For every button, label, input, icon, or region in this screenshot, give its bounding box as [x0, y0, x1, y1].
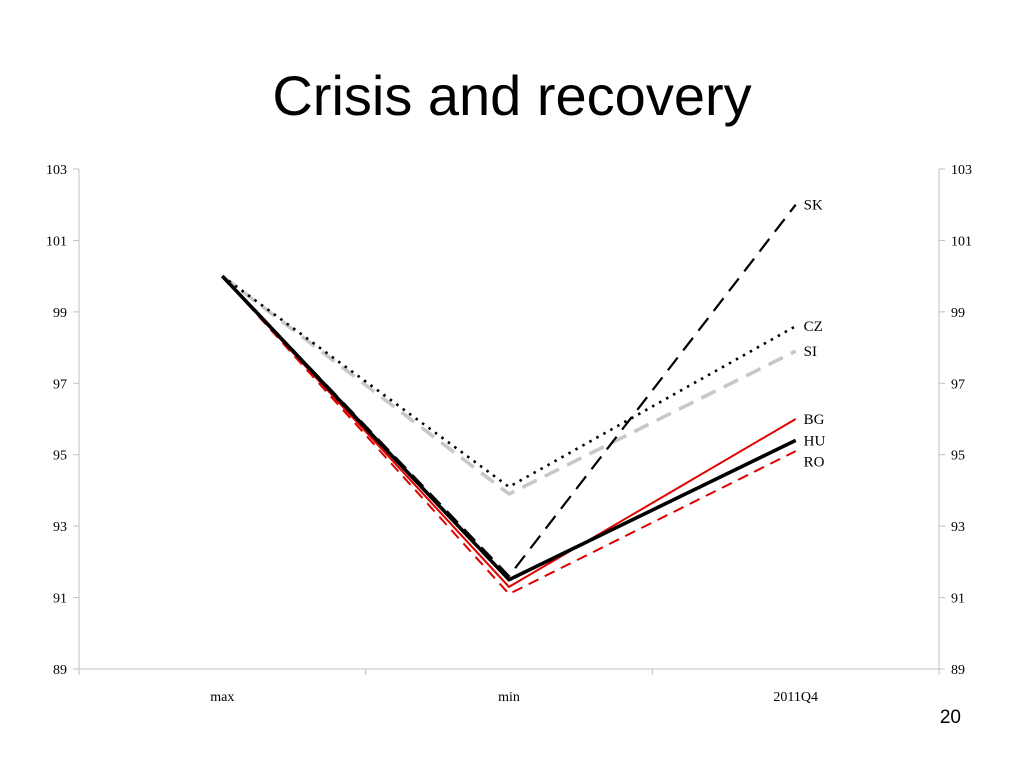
y-tick-label-left: 93 — [53, 520, 67, 535]
series-line-sk — [221, 204, 797, 578]
series-labels: SK CZ SI BG HU RO — [804, 198, 826, 471]
y-tick-label-right: 95 — [951, 449, 965, 464]
slide-title: Crisis and recovery — [272, 64, 752, 127]
y-tick-label-left: 95 — [53, 449, 67, 464]
y-tick-label-left: 89 — [53, 663, 67, 678]
y-tick-label-left: 101 — [46, 234, 67, 249]
series-lines — [220, 204, 797, 595]
y-tick-label-right: 93 — [951, 520, 965, 535]
series-line-bg — [221, 275, 797, 588]
y-tick-label-right: 101 — [951, 234, 972, 249]
y-tick-label-left: 91 — [53, 592, 67, 607]
y-tick-label-left: 103 — [46, 163, 67, 178]
series-label-hu: HU — [804, 433, 826, 449]
x-tick-label: max — [210, 690, 234, 705]
series-label-cz: CZ — [804, 319, 823, 335]
series-label-sk: SK — [804, 198, 823, 214]
series-line-ro — [221, 275, 797, 595]
y-tick-label-right: 89 — [951, 663, 965, 678]
series-label-si: SI — [804, 344, 817, 360]
series-line-cz — [221, 275, 797, 489]
y-tick-label-right: 91 — [951, 592, 965, 607]
y-tick-label-left: 99 — [53, 306, 67, 321]
series-line-si — [221, 274, 797, 496]
series-label-bg: BG — [804, 412, 825, 428]
page-number: 20 — [939, 707, 961, 728]
y-tick-label-right: 103 — [951, 163, 972, 178]
series-line-hu — [220, 274, 797, 582]
series-label-ro: RO — [804, 454, 825, 470]
axes: 89 89 91 91 93 93 95 95 97 97 99 99 101 101 103 103 max m… — [46, 163, 972, 705]
x-tick-label: min — [498, 690, 520, 705]
x-tick-label: 2011Q4 — [773, 690, 818, 705]
y-tick-label-left: 97 — [53, 377, 67, 392]
y-tick-label-right: 99 — [951, 306, 965, 321]
y-tick-label-right: 97 — [951, 377, 965, 392]
